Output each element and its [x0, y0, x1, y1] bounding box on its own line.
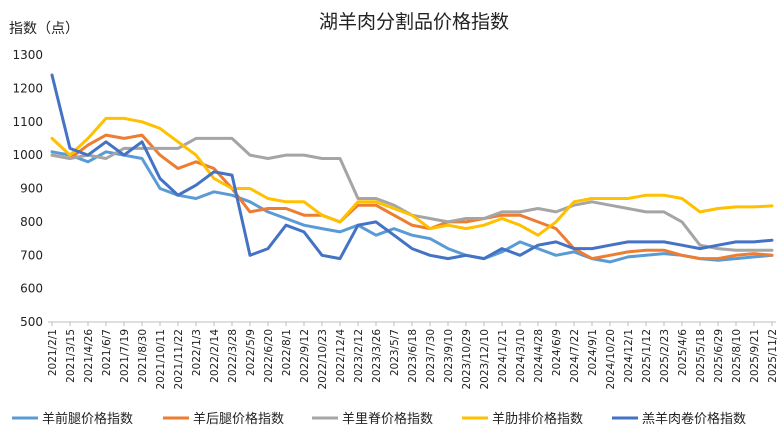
- x-tick-label: 2021/8/30: [137, 329, 149, 383]
- chart-title: 湖羊肉分割品价格指数: [319, 11, 509, 33]
- x-tick-label: 2024/7/22: [569, 329, 581, 383]
- legend-label: 羔羊肉卷价格指数: [642, 411, 746, 427]
- series-line: [50, 150, 774, 264]
- x-tick-label: 2025/11/2: [767, 329, 779, 383]
- legend-label: 羊肋排价格指数: [492, 411, 583, 427]
- legend-label: 羊后腿价格指数: [193, 411, 284, 427]
- x-tick-label: 2022/10/23: [317, 329, 329, 390]
- y-tick-label: 500: [20, 315, 43, 329]
- x-tick-label: 2024/1/21: [497, 329, 509, 383]
- x-tick-label: 2022/6/20: [263, 329, 275, 383]
- legend-label: 羊前腿价格指数: [42, 411, 133, 427]
- x-tick-label: 2021/10/11: [155, 329, 167, 390]
- x-tick-label: 2023/6/18: [407, 329, 419, 383]
- y-tick-label: 600: [20, 282, 43, 296]
- x-tick-label: 2021/6/7: [101, 329, 113, 376]
- x-tick-label: 2021/11/22: [173, 329, 185, 390]
- x-tick-label: 2024/3/10: [515, 329, 527, 383]
- x-tick-label: 2023/7/30: [425, 329, 437, 383]
- x-tick-label: 2024/6/9: [551, 329, 563, 376]
- x-tick-label: 2021/2/1: [47, 329, 59, 376]
- x-tick-label: 2023/9/10: [443, 329, 455, 383]
- plot-area: [50, 73, 774, 264]
- x-tick-label: 2021/4/26: [83, 329, 95, 383]
- x-tick-label: 2025/9/21: [749, 329, 761, 383]
- x-tick-label: 2024/10/20: [605, 329, 617, 390]
- series-line: [50, 133, 774, 261]
- legend-label: 羊里脊价格指数: [342, 411, 433, 427]
- x-tick-label: 2025/8/10: [731, 329, 743, 383]
- x-tick-label: 2022/9/12: [299, 329, 311, 383]
- x-tick-label: 2024/12/1: [623, 329, 635, 383]
- x-tick-label: 2021/7/19: [119, 329, 131, 383]
- x-tick-label: 2025/4/6: [677, 329, 689, 376]
- x-tick-label: 2023/3/26: [371, 329, 383, 383]
- x-tick-label: 2022/8/1: [281, 329, 293, 376]
- x-tick-label: 2025/6/29: [713, 329, 725, 383]
- x-tick-label: 2024/4/28: [533, 329, 545, 383]
- x-axis: 2021/2/1 2021/3/15 2021/4/26 2021/6/7 2021/7…: [47, 321, 779, 390]
- x-tick-label: 2022/1/3: [191, 329, 203, 376]
- y-tick-label: 1100: [12, 115, 43, 129]
- y-tick-label: 1300: [12, 48, 43, 62]
- x-tick-label: 2023/2/12: [353, 329, 365, 383]
- x-tick-label: 2025/1/12: [641, 329, 653, 383]
- legend: 羊前腿价格指数 羊后腿价格指数 羊里脊价格指数 羊肋排价格指数 羔羊肉卷价格指数: [12, 411, 746, 427]
- x-tick-label: 2023/5/7: [389, 329, 401, 376]
- x-tick-label: 2025/2/23: [659, 329, 671, 383]
- x-tick-label: 2022/3/28: [227, 329, 239, 383]
- series-line: [50, 73, 774, 261]
- y-axis-label: 指数（点）: [9, 21, 79, 37]
- x-tick-label: 2022/12/4: [335, 329, 347, 383]
- series-line: [50, 116, 774, 237]
- x-tick-label: 2022/2/14: [209, 329, 221, 383]
- x-tick-label: 2021/3/15: [65, 329, 77, 383]
- y-tick-label: 1200: [12, 81, 43, 95]
- x-tick-label: 2024/9/1: [587, 329, 599, 376]
- x-tick-label: 2023/10/29: [461, 329, 473, 390]
- y-tick-label: 1000: [12, 148, 43, 162]
- x-tick-label: 2025/5/18: [695, 329, 707, 383]
- x-tick-label: 2023/12/10: [479, 329, 491, 390]
- x-tick-label: 2022/5/9: [245, 329, 257, 376]
- y-tick-label: 700: [20, 248, 43, 262]
- y-tick-label: 800: [20, 215, 43, 229]
- y-tick-label: 900: [20, 182, 43, 196]
- y-axis: 500 600 700 800 900 1000 1100 1200 1300: [12, 48, 43, 329]
